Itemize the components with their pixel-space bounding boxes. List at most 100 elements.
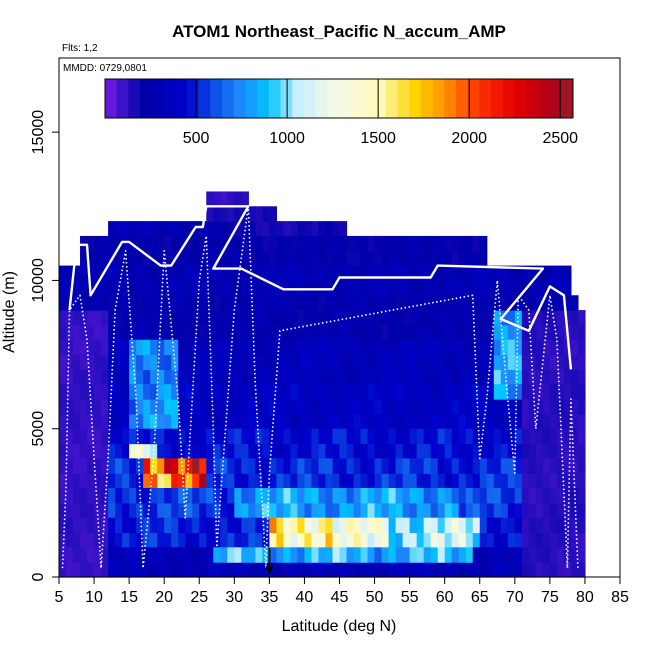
heatmap-cell (367, 384, 376, 400)
heatmap-cell (374, 324, 383, 341)
heatmap-cell (409, 532, 418, 548)
heatmap-cell (465, 369, 474, 385)
heatmap-cell (206, 488, 214, 504)
heatmap-cell (136, 310, 144, 326)
heatmap-cell (171, 295, 179, 311)
heatmap-cell (164, 532, 172, 548)
heatmap-cell (374, 280, 383, 296)
heatmap-cell (73, 473, 81, 489)
heatmap-cell (150, 443, 158, 459)
heatmap-cell (416, 532, 425, 548)
heatmap-cell (563, 488, 572, 504)
heatmap-cell (213, 191, 221, 207)
heatmap-cell (66, 384, 74, 400)
heatmap-cell (129, 502, 137, 519)
heatmap-cell (563, 265, 572, 282)
heatmap-cell (178, 250, 186, 267)
heatmap-cell (283, 443, 292, 459)
heatmap-cell (227, 562, 235, 578)
heatmap-cell (521, 354, 530, 370)
heatmap-cell (178, 354, 186, 370)
heatmap-cell (500, 562, 509, 578)
heatmap-cell (444, 532, 453, 548)
heatmap-cell (185, 354, 193, 370)
heatmap-cell (199, 547, 207, 563)
heatmap-cell (269, 265, 277, 282)
heatmap-cell (101, 324, 109, 341)
heatmap-cell (521, 562, 530, 578)
heatmap-cell (332, 324, 341, 341)
heatmap-cell (542, 458, 551, 474)
heatmap-cell (388, 547, 397, 563)
heatmap-cell (276, 310, 284, 326)
heatmap-cell (87, 547, 95, 563)
heatmap-cell (241, 428, 249, 445)
heatmap-cell (80, 562, 88, 578)
heatmap-cell (395, 384, 404, 400)
heatmap-cell (157, 339, 165, 356)
heatmap-cell (388, 310, 397, 326)
heatmap-cell (542, 443, 551, 459)
heatmap-cell (367, 428, 376, 445)
heatmap-cell (549, 488, 558, 504)
heatmap-cell (472, 324, 481, 341)
heatmap-cell (150, 265, 158, 282)
heatmap-cell (437, 324, 446, 341)
heatmap-cell (346, 399, 355, 415)
heatmap-cell (416, 310, 425, 326)
heatmap-cell (318, 443, 327, 459)
heatmap-cell (178, 473, 186, 489)
heatmap-cell (241, 339, 249, 356)
heatmap-cell (360, 384, 369, 400)
heatmap-cell (248, 562, 256, 578)
heatmap-cell (430, 235, 439, 252)
heatmap-cell (339, 221, 348, 237)
heatmap-cell (304, 428, 313, 445)
heatmap-cell (101, 310, 109, 326)
heatmap-cell (388, 235, 397, 252)
heatmap-cell (122, 443, 130, 459)
heatmap-cell (304, 517, 313, 534)
heatmap-cell (451, 310, 460, 326)
heatmap-cell (80, 443, 88, 459)
heatmap-cell (171, 562, 179, 578)
heatmap-cell (493, 413, 502, 430)
heatmap-cell (570, 458, 579, 474)
heatmap-cell (248, 473, 256, 489)
heatmap-cell (59, 532, 67, 548)
heatmap-cell (283, 235, 292, 252)
heatmap-cell (521, 473, 530, 489)
heatmap-cell (248, 221, 256, 237)
heatmap-cell (87, 324, 95, 341)
heatmap-cell (80, 250, 88, 267)
heatmap-cell (122, 339, 130, 356)
heatmap-cell (437, 399, 446, 415)
heatmap-cell (248, 428, 256, 445)
heatmap-cell (262, 413, 270, 430)
heatmap-cell (521, 502, 530, 519)
heatmap-cell (101, 458, 109, 474)
heatmap-cell (199, 428, 207, 445)
heatmap-cell (304, 473, 313, 489)
heatmap-cell (129, 458, 137, 474)
heatmap-cell (325, 235, 334, 252)
heatmap-cell (318, 265, 327, 282)
heatmap-cell (283, 532, 292, 548)
x-axis-label: Latitude (deg N) (282, 618, 397, 635)
heatmap-cell (402, 502, 411, 519)
heatmap-cell (346, 458, 355, 474)
heatmap-cell (563, 384, 572, 400)
heatmap-cell (59, 399, 67, 415)
heatmap-cell (528, 384, 537, 400)
heatmap-cell (108, 562, 116, 578)
heatmap-cell (325, 310, 334, 326)
heatmap-cell (262, 250, 270, 267)
heatmap-cell (535, 280, 544, 296)
heatmap-cell (304, 547, 313, 563)
heatmap-cell (143, 221, 151, 237)
heatmap-cell (171, 428, 179, 445)
chart-title: ATOM1 Northeast_Pacific N_accum_AMP (172, 22, 506, 41)
heatmap-cell (157, 354, 165, 370)
heatmap-cell (556, 265, 565, 282)
